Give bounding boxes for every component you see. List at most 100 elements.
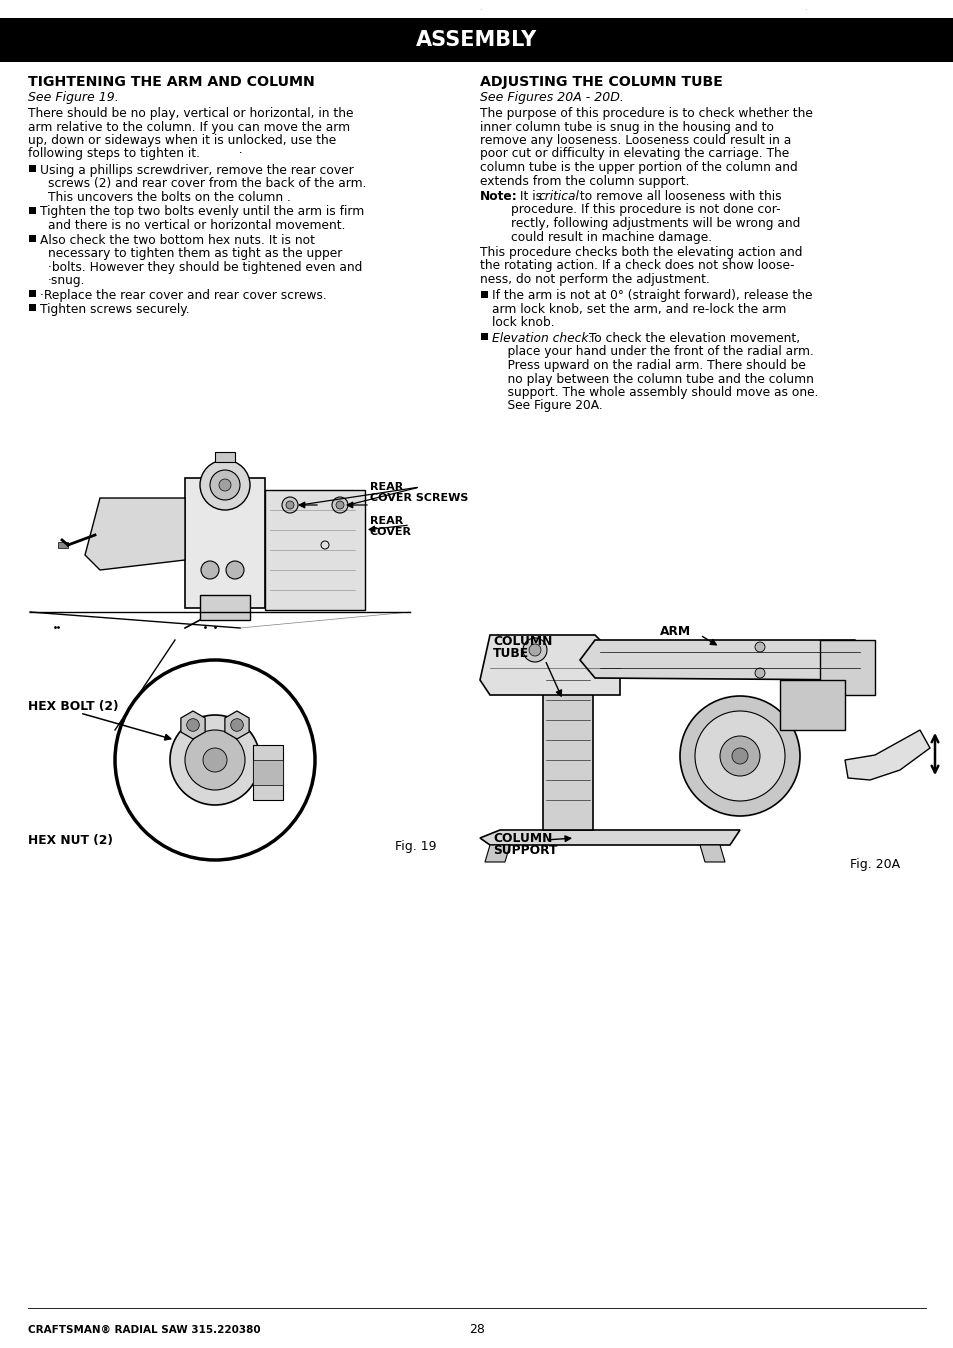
Text: To check the elevation movement,: To check the elevation movement, [584,332,800,345]
Bar [29,164,36,173]
Polygon shape [700,845,724,861]
Bar [29,206,36,213]
Text: following steps to tighten it.          ·: following steps to tighten it. · [28,147,242,160]
Text: rectly, following adjustments will be wrong and: rectly, following adjustments will be wr… [479,217,800,231]
Text: REAR: REAR [370,516,403,526]
Circle shape [529,644,540,656]
Bar [29,235,36,241]
Text: This uncovers the bolts on the column .: This uncovers the bolts on the column . [48,191,291,204]
Circle shape [695,710,784,801]
Bar [185,479,265,608]
Polygon shape [844,731,929,780]
Text: Tighten screws securely.: Tighten screws securely. [40,303,190,315]
Text: could result in machine damage.: could result in machine damage. [479,231,711,244]
Text: CRAFTSMAN® RADIAL SAW 315.220380: CRAFTSMAN® RADIAL SAW 315.220380 [28,1325,260,1335]
Polygon shape [479,830,740,845]
Text: ·bolts. However they should be tightened even and: ·bolts. However they should be tightened… [48,260,362,274]
Polygon shape [479,635,619,696]
Text: See Figures 20A - 20D.: See Figures 20A - 20D. [479,92,623,104]
Text: 28: 28 [469,1322,484,1336]
Polygon shape [181,710,205,739]
Text: HEX BOLT (2): HEX BOLT (2) [28,700,118,713]
Text: ARM: ARM [659,625,690,638]
Circle shape [203,748,227,772]
Text: The purpose of this procedure is to check whether the: The purpose of this procedure is to chec… [479,106,812,120]
Text: .: . [802,4,805,12]
Text: COVER SCREWS: COVER SCREWS [370,493,468,503]
Text: TUBE: TUBE [493,647,529,661]
Text: critical: critical [537,190,578,204]
Bar [253,760,283,785]
Text: See Figure 20A.: See Figure 20A. [492,399,602,412]
Text: .: . [478,4,481,12]
Polygon shape [225,710,249,739]
Bar [200,594,250,620]
Circle shape [226,561,244,580]
Text: ASSEMBLY: ASSEMBLY [416,30,537,50]
Bar [214,452,234,462]
Text: TIGHTENING THE ARM AND COLUMN: TIGHTENING THE ARM AND COLUMN [28,75,314,89]
Text: COLUMN: COLUMN [493,635,552,648]
Text: COVER: COVER [370,527,412,537]
Text: Also check the two bottom hex nuts. It is not: Also check the two bottom hex nuts. It i… [40,233,314,247]
Circle shape [731,748,747,764]
Circle shape [185,731,245,790]
Text: arm relative to the column. If you can move the arm: arm relative to the column. If you can m… [28,120,350,133]
Text: ness, do not perform the adjustment.: ness, do not perform the adjustment. [479,274,709,286]
Text: ·Replace the rear cover and rear cover screws.: ·Replace the rear cover and rear cover s… [40,288,327,302]
Text: Note:: Note: [479,190,517,204]
Bar [0,18,953,62]
Text: arm lock knob, set the arm, and re-lock the arm: arm lock knob, set the arm, and re-lock … [492,303,785,315]
Text: ADJUSTING THE COLUMN TUBE: ADJUSTING THE COLUMN TUBE [479,75,722,89]
Text: REAR: REAR [370,483,403,492]
Text: remove any looseness. Looseness could result in a: remove any looseness. Looseness could re… [479,133,790,147]
Bar [542,661,593,830]
Text: to remove all looseness with this: to remove all looseness with this [576,190,781,204]
Text: inner column tube is snug in the housing and to: inner column tube is snug in the housing… [479,120,773,133]
Text: See Figure 19.: See Figure 19. [28,92,118,104]
Bar [29,290,36,297]
Circle shape [332,497,348,514]
Bar [58,542,68,549]
Circle shape [720,736,760,776]
Text: ·snug.: ·snug. [48,274,86,287]
Text: place your hand under the front of the radial arm.: place your hand under the front of the r… [492,345,813,359]
Circle shape [282,497,297,514]
Text: necessary to tighten them as tight as the upper: necessary to tighten them as tight as th… [48,247,342,260]
Text: COLUMN: COLUMN [493,832,552,845]
Circle shape [286,501,294,510]
Text: HEX NUT (2): HEX NUT (2) [28,834,112,847]
Bar [265,491,365,611]
Text: If the arm is not at 0° (straight forward), release the: If the arm is not at 0° (straight forwar… [492,290,812,302]
Polygon shape [85,497,185,570]
Text: Tighten the top two bolts evenly until the arm is firm: Tighten the top two bolts evenly until t… [40,205,364,218]
Circle shape [522,638,546,662]
Circle shape [115,661,314,860]
Circle shape [187,718,199,732]
Text: the rotating action. If a check does not show loose-: the rotating action. If a check does not… [479,260,794,272]
Circle shape [679,696,800,816]
Bar [780,679,844,731]
Polygon shape [579,640,869,679]
Text: SUPPORT: SUPPORT [493,844,557,857]
Circle shape [335,501,344,510]
Text: no play between the column tube and the column: no play between the column tube and the … [492,372,813,386]
Text: There should be no play, vertical or horizontal, in the: There should be no play, vertical or hor… [28,106,354,120]
Text: Elevation check:: Elevation check: [492,332,592,345]
Bar [820,640,874,696]
Bar [29,305,36,311]
Text: lock knob.: lock knob. [492,317,554,329]
Bar [480,333,488,340]
Text: It is: It is [516,190,545,204]
Text: Using a phillips screwdriver, remove the rear cover: Using a phillips screwdriver, remove the… [40,164,354,177]
Circle shape [210,470,240,500]
Circle shape [231,718,243,732]
Text: Fig. 20A: Fig. 20A [849,857,900,871]
Text: Press upward on the radial arm. There should be: Press upward on the radial arm. There sh… [492,359,805,372]
Text: poor cut or difficulty in elevating the carriage. The: poor cut or difficulty in elevating the … [479,147,788,160]
Text: screws (2) and rear cover from the back of the arm.: screws (2) and rear cover from the back … [48,178,366,190]
Circle shape [219,479,231,491]
Text: support. The whole assembly should move as one.: support. The whole assembly should move … [492,386,818,399]
Bar [253,745,283,799]
Circle shape [754,669,764,678]
